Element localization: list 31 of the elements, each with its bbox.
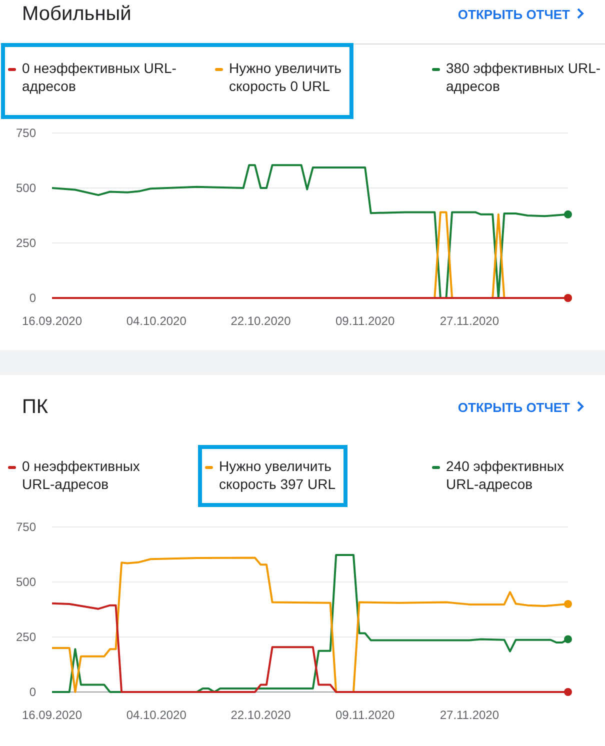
x-tick-label: 04.10.2020 — [126, 708, 187, 722]
x-tick-label: 09.11.2020 — [335, 708, 395, 722]
x-tick-label: 27.11.2020 — [440, 708, 500, 722]
legend-label: Нужно увеличить скорость 397 URL — [219, 458, 336, 492]
point — [564, 635, 572, 644]
chart-title: Мобильный — [22, 3, 132, 25]
y-tick-label: 750 — [16, 520, 36, 534]
point — [564, 688, 572, 696]
text: ОТКРЫТЬ ОТЧЕТ — [458, 7, 570, 22]
x-tick-label: 22.10.2020 — [230, 708, 292, 722]
legend-label: 240 эффективных URL-адресов — [446, 458, 564, 492]
x-tick-label: 22.10.2020 — [230, 314, 292, 328]
y-tick-label: 0 — [29, 291, 36, 305]
x-tick-label: 16.09.2020 — [22, 314, 82, 328]
y-tick-label: 250 — [16, 236, 36, 250]
text: ОТКРЫТЬ ОТЧЕТ — [458, 400, 570, 415]
x-tick-label: 09.11.2020 — [335, 314, 395, 328]
y-tick-label: 500 — [16, 575, 36, 589]
x-tick-label: 27.11.2020 — [440, 314, 500, 328]
y-tick-label: 250 — [16, 630, 36, 644]
legend-label: Нужно увеличить скорость 0 URL — [229, 60, 342, 94]
y-tick-label: 500 — [16, 181, 36, 195]
y-tick-label: 0 — [29, 685, 36, 699]
y-tick-label: 750 — [16, 126, 36, 140]
x-tick-label: 04.10.2020 — [126, 314, 187, 328]
legend-label: 380 эффективных URL-адресов — [446, 60, 601, 94]
point — [564, 600, 572, 608]
chart-title: ПК — [22, 396, 48, 418]
x-tick-label: 16.09.2020 — [22, 708, 82, 722]
legend-label: 0 неэффективных URL-адресов — [22, 458, 140, 492]
legend-label: 0 неэффективных URL-адресов — [22, 60, 177, 94]
